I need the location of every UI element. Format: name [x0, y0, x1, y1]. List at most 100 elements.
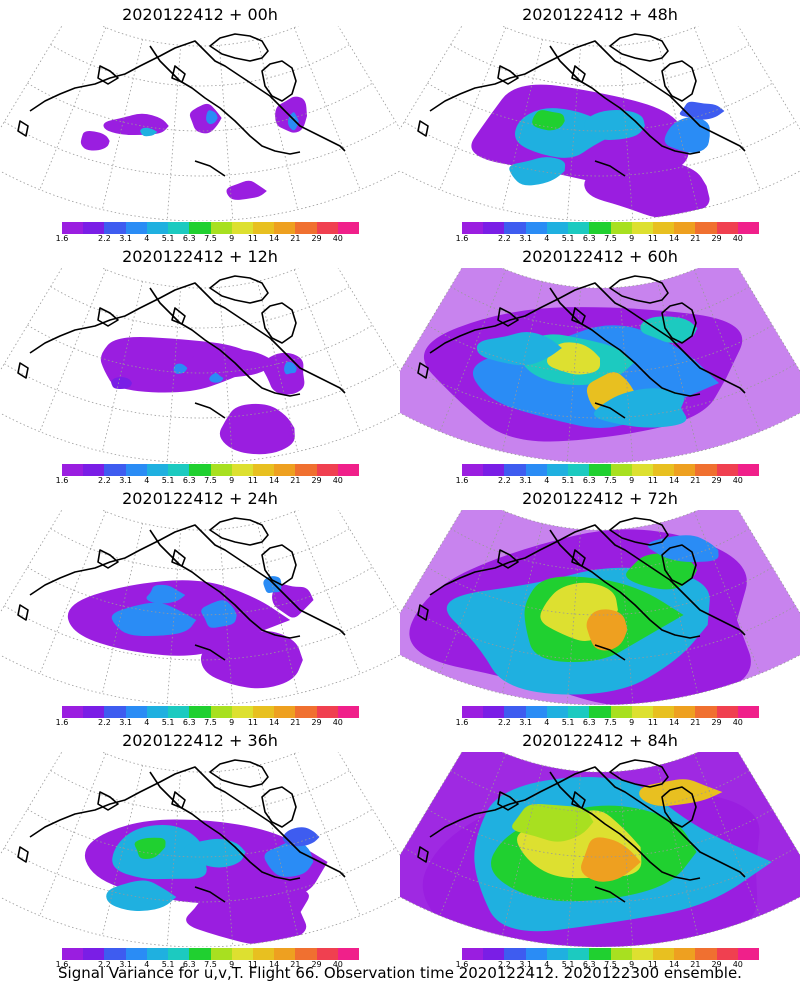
colorbar — [62, 222, 360, 234]
colorbar-tick-label: 14 — [269, 718, 280, 727]
variance-contour — [134, 837, 166, 860]
longitude-line — [39, 269, 107, 432]
coastline — [209, 33, 269, 62]
coastline — [209, 517, 269, 546]
map-plot — [400, 26, 800, 221]
colorbar-tick-label: 5.1 — [161, 476, 175, 485]
colorbar-tick-label: 7.5 — [204, 718, 217, 727]
colorbar-swatch — [652, 706, 675, 718]
variance-contour — [593, 388, 687, 428]
colorbar-swatch — [231, 948, 253, 960]
colorbar-swatch — [716, 706, 738, 718]
coastline — [571, 791, 586, 809]
colorbar-tick-label: 7.5 — [604, 476, 617, 485]
coastline — [429, 40, 746, 152]
latitude-line — [427, 82, 773, 132]
colorbar-swatch — [125, 222, 147, 234]
colorbar-tick-label: 1.6 — [455, 476, 469, 485]
colorbar-swatch — [568, 222, 590, 234]
colorbar-swatch — [146, 706, 169, 718]
coastline — [171, 791, 186, 809]
coastline — [609, 517, 669, 546]
colorbar-tick-label: 6.3 — [182, 718, 196, 727]
colorbar-tick-label: 11 — [647, 960, 659, 969]
colorbar-swatch — [652, 948, 675, 960]
coastline — [261, 544, 297, 586]
colorbar-swatch — [83, 464, 105, 476]
panel-title: 2020122412 + 00h — [122, 5, 278, 24]
colorbar-swatch — [62, 706, 84, 718]
colorbar-tick-label: 29 — [711, 476, 722, 485]
variance-contour — [640, 316, 698, 343]
variance-contour — [111, 602, 197, 637]
coastline — [661, 786, 697, 828]
figure-caption: Signal Variance for u,v,T. Flight 66. Ob… — [58, 964, 742, 982]
colorbar-swatch — [125, 948, 147, 960]
map-boundary — [0, 26, 400, 221]
colorbar-swatch — [504, 948, 526, 960]
coastline — [149, 529, 301, 639]
colorbar — [62, 706, 360, 718]
latitude-line — [27, 566, 373, 616]
colorbar-tick-label: 9 — [629, 960, 635, 969]
coastline — [429, 766, 746, 878]
colorbar-swatch — [337, 948, 360, 960]
coastline — [661, 60, 697, 102]
latitude-line — [404, 121, 796, 177]
variance-contour — [664, 117, 710, 153]
colorbar-tick-label: 21 — [290, 234, 301, 243]
colorbar-labels: 1.6 2.2 3.1 4 5.1 6.3 7.5 9 11 14 21 29 40 — [450, 718, 770, 730]
colorbar-tick-label: 5.1 — [561, 960, 575, 969]
colorbar-tick-label: 9 — [229, 718, 235, 727]
coastline — [594, 644, 626, 661]
coastline — [417, 846, 429, 863]
latitude-line — [27, 808, 373, 858]
colorbar-tick-label: 14 — [669, 718, 680, 727]
variance-contour — [584, 160, 710, 219]
colorbar-tick-label: 11 — [247, 234, 259, 243]
coastline — [661, 302, 697, 344]
colorbar-tick-label: 40 — [332, 960, 343, 969]
colorbar — [62, 464, 360, 476]
colorbar-tick-label: 9 — [629, 476, 635, 485]
colorbar-tick-label: 7.5 — [204, 476, 217, 485]
colorbar-swatch — [104, 222, 126, 234]
variance-contour — [263, 576, 282, 594]
latitude-line — [50, 770, 350, 813]
longitude-line — [439, 511, 507, 674]
latitude-line — [427, 324, 773, 374]
colorbar-swatch — [737, 706, 760, 718]
colorbar-swatch — [610, 222, 632, 234]
coastline — [209, 759, 269, 788]
colorbar-tick-label: 1.6 — [55, 960, 69, 969]
colorbar-swatch — [504, 464, 526, 476]
colorbar-tick-label: 4 — [544, 718, 550, 727]
colorbar-tick-label: 40 — [732, 718, 743, 727]
map-plot — [0, 26, 400, 221]
colorbar-tick-label: 2.2 — [98, 718, 111, 727]
longitude-line — [618, 45, 634, 220]
longitude-line — [657, 765, 699, 936]
variance-contour — [146, 584, 186, 604]
longitude-line — [439, 27, 507, 190]
longitude-line — [166, 287, 182, 462]
colorbar-swatch — [252, 948, 275, 960]
colorbar-swatch — [737, 222, 760, 234]
colorbar-tick-label: 11 — [647, 718, 659, 727]
colorbar — [62, 948, 360, 960]
colorbar-tick-label: 21 — [290, 718, 301, 727]
longitude-line — [293, 511, 361, 674]
colorbar-tick-label: 9 — [629, 718, 635, 727]
variance-contour — [547, 342, 601, 375]
colorbar-tick-label: 1.6 — [55, 234, 69, 243]
colorbar-swatch — [462, 222, 484, 234]
longitude-line — [218, 287, 234, 462]
colorbar-swatch — [189, 222, 211, 234]
colorbar-swatch — [589, 464, 611, 476]
coastline — [171, 307, 186, 325]
colorbar-swatch — [231, 222, 253, 234]
colorbar-tick-label: 6.3 — [182, 960, 196, 969]
colorbar-swatch — [631, 948, 653, 960]
map-boundary — [400, 752, 800, 947]
colorbar-tick-label: 40 — [332, 476, 343, 485]
